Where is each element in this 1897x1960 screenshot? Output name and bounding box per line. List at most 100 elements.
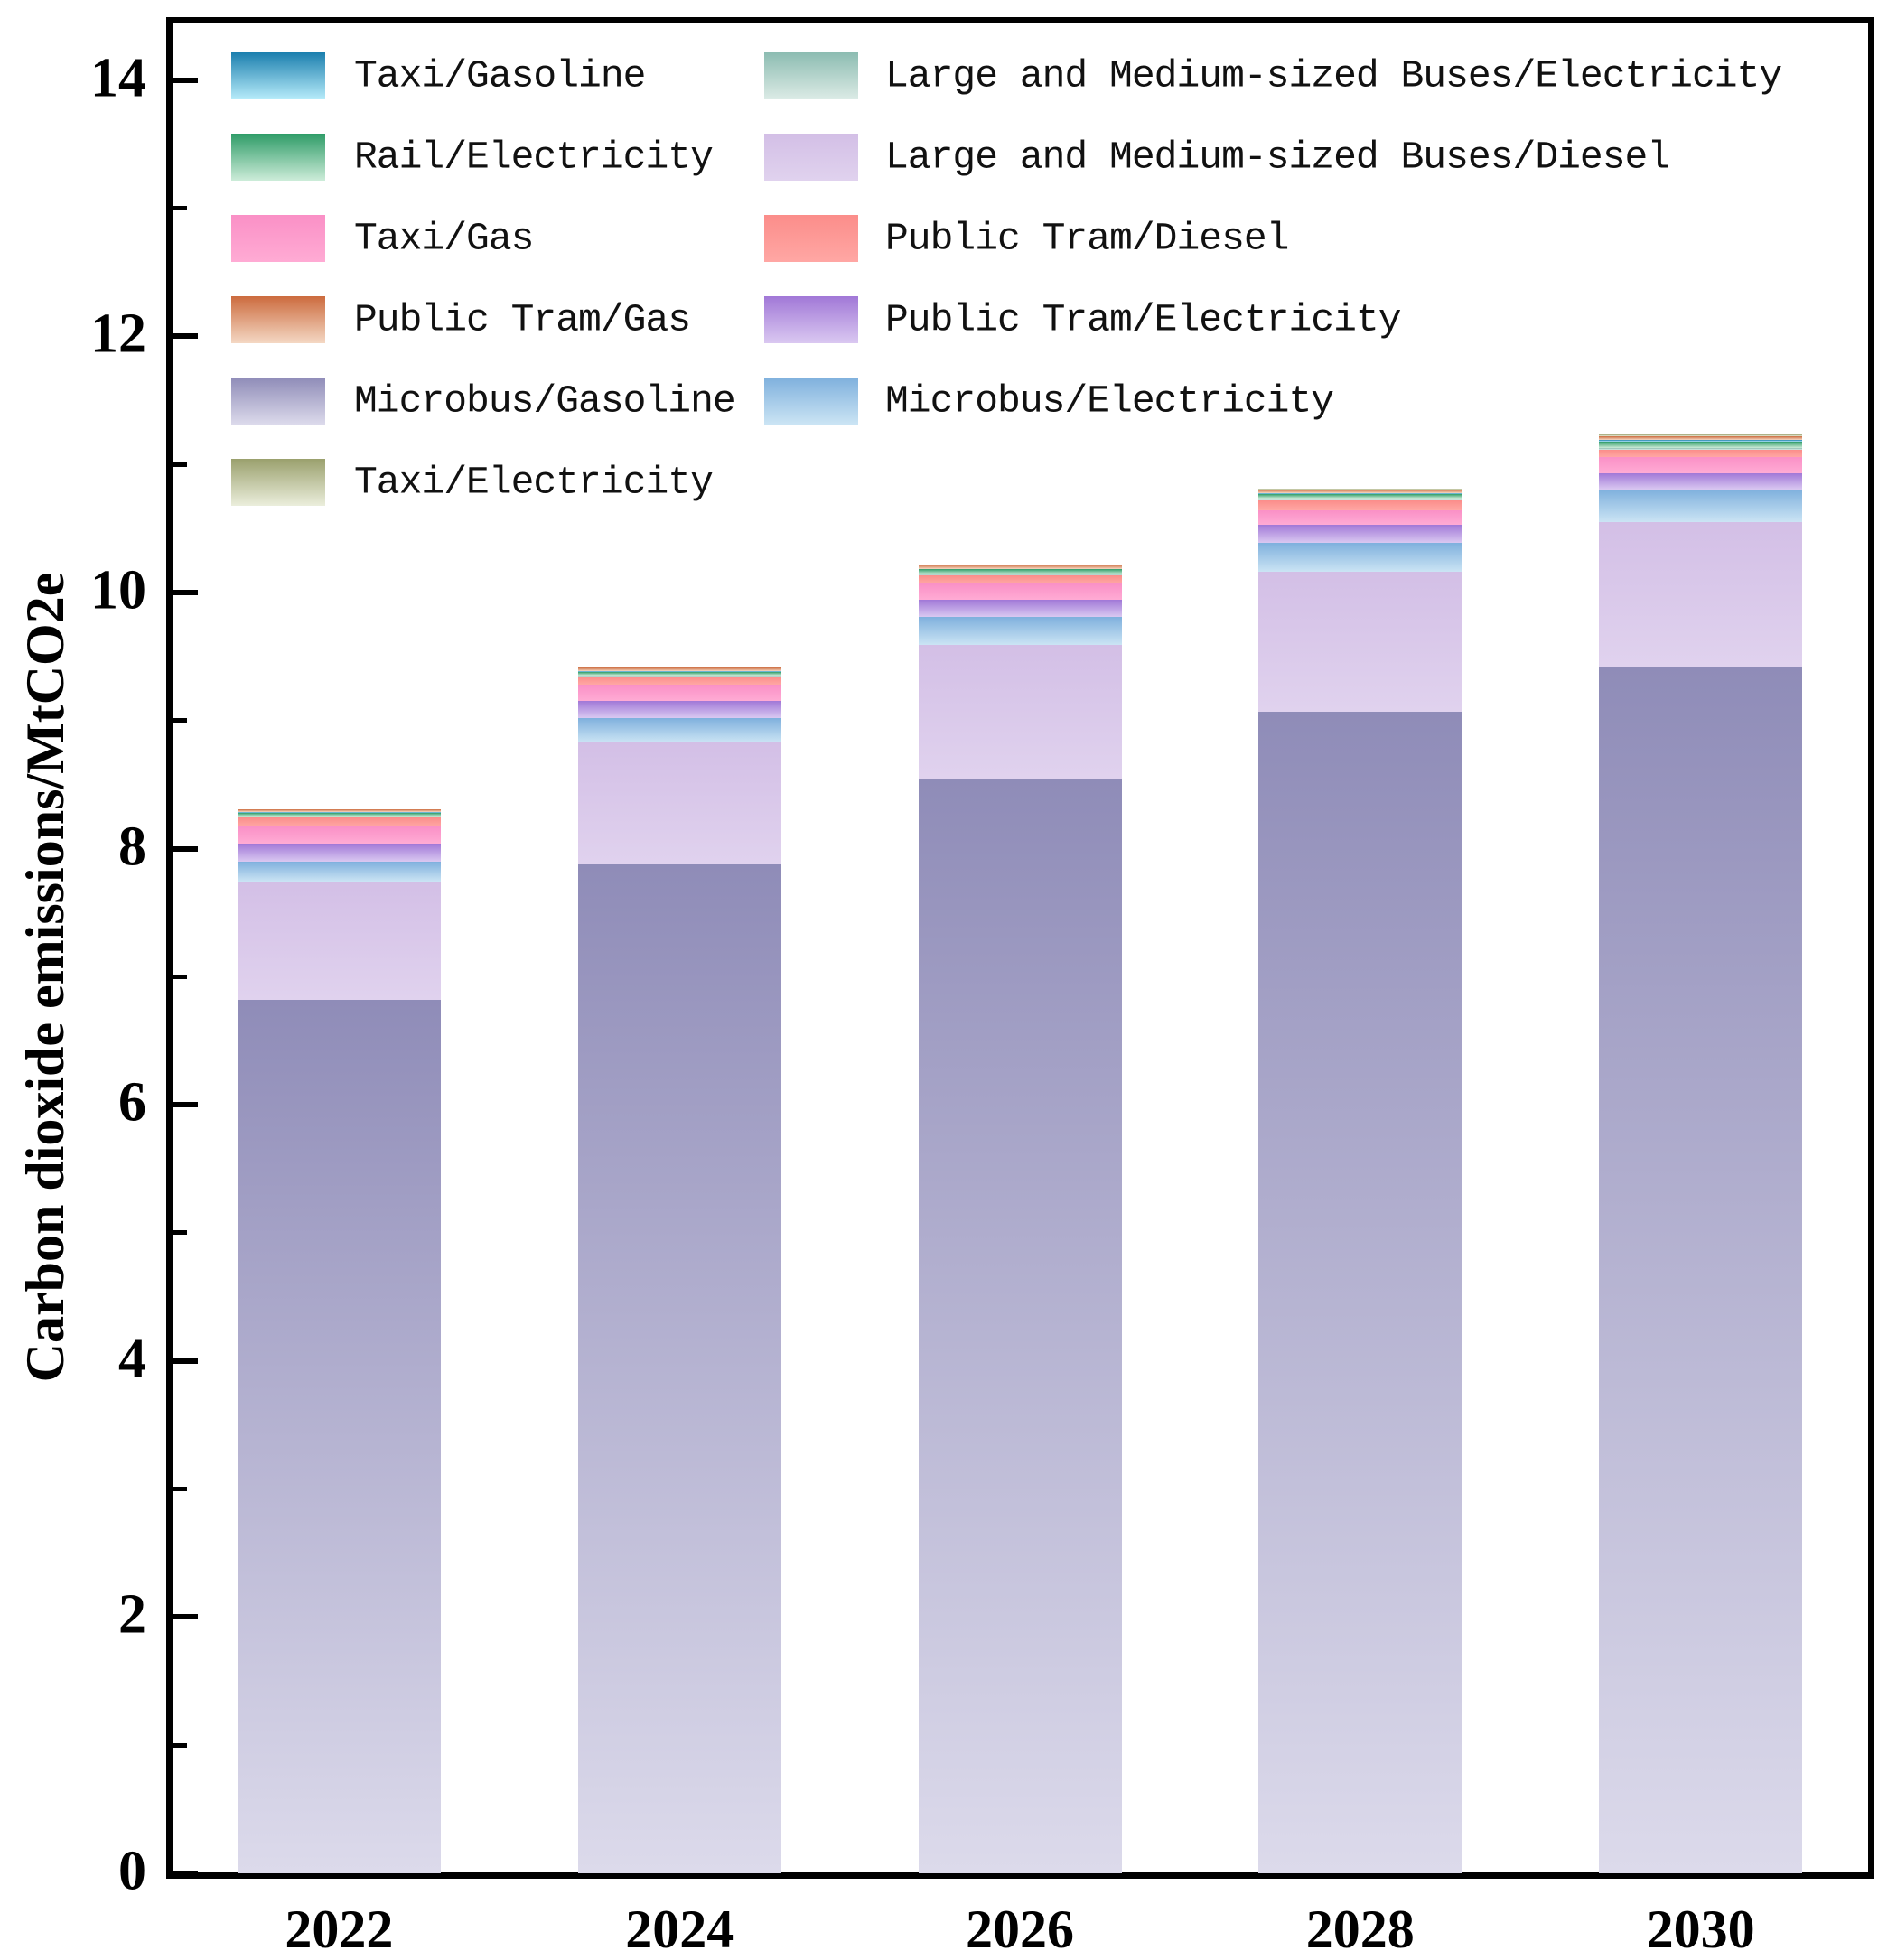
- x-tick-label: 2026: [966, 1899, 1074, 1959]
- x-tick-label: 2030: [1646, 1899, 1755, 1959]
- x-tick-label: 2024: [625, 1899, 734, 1959]
- legend-swatch: [231, 134, 325, 181]
- legend-label: Public Tram/Electricity: [885, 297, 1401, 342]
- bar-segment: [1599, 447, 1803, 451]
- bar-segment: [1599, 435, 1803, 441]
- y-minor-tick: [173, 1742, 187, 1748]
- y-tick-label: 6: [118, 1071, 146, 1134]
- bar-segment: [1599, 490, 1803, 522]
- y-major-tick: [173, 77, 198, 83]
- bar-segment: [918, 583, 1122, 601]
- y-minor-tick: [173, 205, 187, 210]
- legend-label: Microbus/Gasoline: [354, 378, 736, 424]
- bar-segment: [918, 574, 1122, 576]
- y-major-tick: [173, 1614, 198, 1620]
- bar-segment: [1258, 492, 1462, 494]
- bar-segment: [237, 826, 441, 844]
- bar-segment: [237, 812, 441, 817]
- y-major-tick: [173, 845, 198, 852]
- legend-label: Large and Medium-sized Buses/Electricity: [885, 53, 1782, 98]
- legend-swatch: [764, 52, 858, 99]
- legend-label: Public Tram/Gas: [354, 297, 691, 342]
- bar-segment: [918, 575, 1122, 583]
- bar-segment: [1599, 441, 1803, 448]
- bar-segment: [577, 677, 781, 685]
- bottom-spine: [166, 1872, 1874, 1879]
- bar-segment: [1599, 450, 1803, 457]
- legend-swatch: [231, 52, 325, 99]
- bar-segment: [577, 742, 781, 864]
- legend-swatch: [764, 296, 858, 343]
- y-major-tick: [173, 333, 198, 340]
- bar-segment: [1599, 456, 1803, 473]
- y-major-tick: [173, 589, 198, 595]
- bar-segment: [237, 882, 441, 1000]
- y-tick-label: 0: [118, 1840, 146, 1902]
- left-spine: [166, 17, 173, 1879]
- y-tick-label: 8: [118, 816, 146, 878]
- bar-segment: [918, 778, 1122, 1873]
- bar-segment: [1258, 542, 1462, 573]
- top-spine: [166, 17, 1874, 23]
- legend-label: Taxi/Gas: [354, 216, 534, 261]
- bar-segment: [1258, 711, 1462, 1873]
- legend-label: Large and Medium-sized Buses/Diesel: [885, 135, 1670, 180]
- right-spine: [1868, 17, 1874, 1879]
- bar-segment: [237, 808, 441, 810]
- bar-segment: [1599, 473, 1803, 490]
- y-tick-label: 2: [118, 1583, 146, 1646]
- y-minor-tick: [173, 1487, 187, 1492]
- bar-segment: [1258, 489, 1462, 490]
- y-minor-tick: [173, 718, 187, 723]
- y-tick-label: 10: [90, 559, 146, 621]
- y-minor-tick: [173, 974, 187, 979]
- bar-segment: [237, 861, 441, 882]
- bar-segment: [577, 667, 781, 672]
- bar-segment: [918, 568, 1122, 570]
- bar-segment: [1258, 510, 1462, 525]
- bar-segment: [918, 616, 1122, 646]
- y-major-tick: [173, 1102, 198, 1108]
- bar-segment: [577, 671, 781, 672]
- y-tick-label: 14: [90, 47, 146, 109]
- bar-segment: [237, 809, 441, 813]
- y-major-tick: [173, 1871, 198, 1876]
- bar-segment: [577, 684, 781, 702]
- bar-segment: [237, 817, 441, 827]
- legend-swatch: [231, 296, 325, 343]
- legend-swatch: [764, 378, 858, 425]
- legend-swatch: [231, 459, 325, 506]
- bar-segment: [577, 701, 781, 718]
- bar-segment: [577, 863, 781, 1873]
- y-tick-label: 12: [90, 303, 146, 365]
- y-major-tick: [173, 1358, 198, 1364]
- bar-segment: [1258, 489, 1462, 493]
- bar-segment: [1599, 667, 1803, 1873]
- legend-label: Microbus/Electricity: [885, 378, 1334, 424]
- bar-segment: [1258, 493, 1462, 499]
- x-tick-label: 2028: [1305, 1899, 1415, 1959]
- bar-segment: [1599, 434, 1803, 436]
- legend-swatch: [231, 215, 325, 262]
- y-minor-tick: [173, 462, 187, 467]
- bar-segment: [237, 999, 441, 1873]
- y-tick-label: 4: [118, 1328, 146, 1390]
- bar-segment: [918, 600, 1122, 617]
- x-tick-label: 2022: [285, 1899, 394, 1959]
- bar-segment: [1599, 521, 1803, 667]
- legend-label: Public Tram/Diesel: [885, 216, 1289, 261]
- bar-segment: [577, 671, 781, 677]
- legend-label: Taxi/Electricity: [354, 460, 714, 505]
- bar-segment: [1258, 572, 1462, 712]
- bar-segment: [1258, 499, 1462, 511]
- bar-segment: [918, 645, 1122, 779]
- bar-segment: [1258, 524, 1462, 543]
- legend-label: Rail/Electricity: [354, 135, 714, 180]
- bar-segment: [237, 812, 441, 813]
- bar-segment: [1599, 440, 1803, 442]
- bar-segment: [237, 843, 441, 862]
- bar-segment: [577, 717, 781, 742]
- bar-segment: [577, 676, 781, 677]
- legend-label: Taxi/Gasoline: [354, 53, 646, 98]
